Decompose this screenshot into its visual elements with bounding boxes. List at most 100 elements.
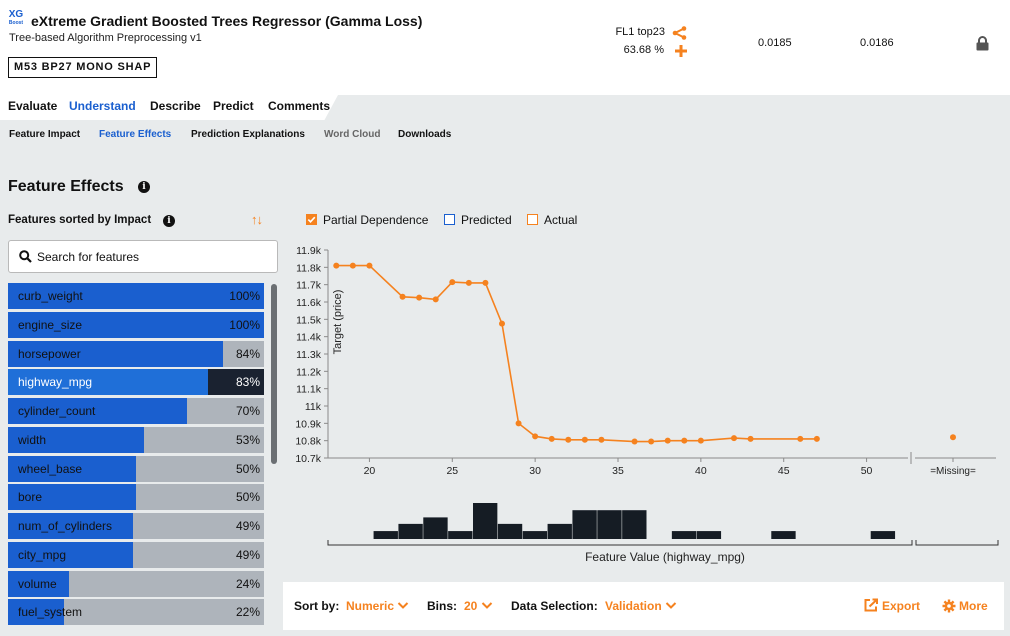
partial-dependence-checkbox[interactable] bbox=[306, 214, 317, 225]
y-tick-label: 11.3k bbox=[296, 349, 322, 361]
export-icon[interactable] bbox=[864, 598, 879, 612]
x-tick-label: 25 bbox=[446, 465, 458, 477]
search-input[interactable] bbox=[37, 247, 273, 267]
legend-partial-dependence[interactable]: Partial Dependence bbox=[323, 213, 429, 227]
feature-impact-bar bbox=[8, 599, 65, 626]
tab-understand[interactable]: Understand bbox=[69, 99, 136, 113]
partial-dependence-point bbox=[532, 433, 539, 440]
cross-validation-score: 0.0186 bbox=[860, 37, 894, 49]
partial-dependence-point bbox=[349, 262, 356, 269]
histogram-bar bbox=[522, 531, 548, 539]
actual-checkbox[interactable] bbox=[527, 214, 538, 225]
missing-tick-label: =Missing= bbox=[930, 466, 976, 477]
feature-name: highway_mpg bbox=[18, 375, 93, 390]
legend-actual[interactable]: Actual bbox=[544, 213, 578, 227]
legend-predicted[interactable]: Predicted bbox=[461, 213, 512, 227]
feature-impact-percent: 53% bbox=[235, 432, 260, 447]
sort-info-icon[interactable]: i bbox=[163, 215, 175, 227]
feature-row-volume[interactable]: volume 24% bbox=[8, 570, 264, 597]
predicted-checkbox[interactable] bbox=[444, 214, 455, 225]
x-tick-label: 20 bbox=[364, 465, 376, 477]
bins-dropdown[interactable]: 20 bbox=[464, 599, 478, 613]
more-button[interactable]: More bbox=[959, 599, 988, 613]
feature-row-city-mpg[interactable]: city_mpg 49% bbox=[8, 541, 264, 568]
feature-impact-percent: 22% bbox=[235, 605, 260, 620]
feature-row-wheel-base[interactable]: wheel_base 50% bbox=[8, 455, 264, 482]
partial-dependence-point bbox=[664, 437, 671, 444]
feature-row-num-of-cylinders[interactable]: num_of_cylinders 49% bbox=[8, 513, 264, 539]
missing-value-point bbox=[950, 434, 956, 441]
y-tick-label: 11.4k bbox=[296, 332, 322, 344]
histogram-bar bbox=[547, 523, 572, 539]
partial-dependence-point bbox=[432, 296, 439, 303]
feature-row-horsepower[interactable]: horsepower 84% bbox=[8, 340, 264, 367]
partial-dependence-point bbox=[747, 435, 754, 442]
partial-dependence-point bbox=[598, 436, 605, 443]
feature-impact-bar bbox=[8, 541, 134, 568]
histogram-bar bbox=[448, 531, 473, 539]
feature-impact-bar bbox=[8, 283, 264, 309]
feature-row-width[interactable]: width 53% bbox=[8, 426, 264, 453]
partial-dependence-point bbox=[565, 436, 572, 443]
tab-comments[interactable]: Comments bbox=[268, 99, 331, 113]
sort-by-dropdown[interactable]: Numeric bbox=[346, 599, 395, 613]
model-header: XG Boost eXtreme Gradient Boosted Trees … bbox=[0, 0, 1010, 95]
partial-dependence-point bbox=[731, 435, 737, 442]
gear-icon[interactable] bbox=[942, 599, 956, 613]
bins-label: Bins: bbox=[427, 599, 457, 613]
subtab-word-cloud[interactable]: Word Cloud bbox=[324, 129, 381, 140]
subtab-downloads[interactable]: Downloads bbox=[398, 129, 452, 140]
feature-row-engine-size[interactable]: engine_size 100% bbox=[8, 311, 264, 338]
feature-impact-bar bbox=[8, 311, 264, 338]
feature-impact-percent: 50% bbox=[235, 490, 260, 505]
feature-impact-percent: 84% bbox=[235, 346, 260, 361]
chevron-down-icon[interactable] bbox=[481, 601, 493, 610]
feature-list-scrollbar[interactable] bbox=[271, 284, 277, 464]
partial-dependence-point bbox=[581, 436, 588, 443]
feature-search[interactable] bbox=[8, 240, 278, 273]
feature-name: curb_weight bbox=[18, 289, 83, 303]
logo-text: XG bbox=[8, 9, 24, 20]
chevron-down-icon[interactable] bbox=[397, 601, 409, 610]
feature-impact-bar bbox=[8, 570, 70, 597]
y-tick-label: 10.9k bbox=[295, 418, 321, 430]
histogram-bar bbox=[771, 531, 796, 539]
tab-describe[interactable]: Describe bbox=[150, 99, 201, 113]
partial-dependence-point bbox=[697, 437, 704, 444]
feature-row-fuel-system[interactable]: fuel_system 22% bbox=[8, 599, 264, 626]
plus-icon[interactable] bbox=[674, 44, 688, 58]
partial-dependence-point bbox=[515, 420, 522, 427]
subtab-prediction-explanations[interactable]: Prediction Explanations bbox=[191, 129, 305, 140]
feature-row-bore[interactable]: bore 50% bbox=[8, 484, 264, 511]
data-selection-dropdown[interactable]: Validation bbox=[605, 599, 662, 613]
histogram-bar bbox=[497, 523, 523, 539]
chevron-down-icon[interactable] bbox=[665, 601, 677, 610]
model-badge: M53 BP27 MONO SHAP bbox=[8, 57, 158, 78]
subtab-feature-impact[interactable]: Feature Impact bbox=[9, 129, 81, 140]
sort-order-icon[interactable]: ↑↓ bbox=[251, 212, 263, 227]
page-title: Feature Effects bbox=[8, 178, 124, 195]
histogram-bar bbox=[373, 531, 398, 539]
subtab-feature-effects[interactable]: Feature Effects bbox=[99, 129, 172, 140]
feature-name: cylinder_count bbox=[18, 404, 96, 418]
feature-impact-bar bbox=[8, 513, 134, 539]
tab-predict[interactable]: Predict bbox=[213, 99, 254, 113]
partial-dependence-point bbox=[548, 435, 555, 442]
feature-row-curb-weight[interactable]: curb_weight 100% bbox=[8, 283, 264, 309]
lock-icon[interactable] bbox=[976, 36, 989, 51]
feature-row-cylinder-count[interactable]: cylinder_count 70% bbox=[8, 398, 264, 424]
y-tick-label: 11.5k bbox=[296, 314, 322, 326]
feature-list-name: FL1 top23 bbox=[615, 26, 665, 38]
histogram-bar bbox=[622, 510, 647, 539]
x-axis-label: Feature Value (highway_mpg) bbox=[585, 550, 745, 564]
feature-row-highway-mpg[interactable]: highway_mpg 83% bbox=[8, 369, 264, 396]
feature-impact-bar bbox=[8, 369, 221, 396]
feature-name: city_mpg bbox=[18, 547, 67, 562]
tab-evaluate[interactable]: Evaluate bbox=[8, 99, 58, 113]
feature-list: curb_weight 100% engine_size 100% horsepower… bbox=[8, 283, 264, 633]
branch-icon[interactable] bbox=[672, 26, 688, 40]
export-button[interactable]: Export bbox=[882, 599, 921, 613]
sorted-by-label: Features sorted by Impact bbox=[8, 214, 152, 226]
info-icon[interactable]: i bbox=[138, 181, 150, 193]
feature-impact-percent: 24% bbox=[235, 576, 260, 591]
